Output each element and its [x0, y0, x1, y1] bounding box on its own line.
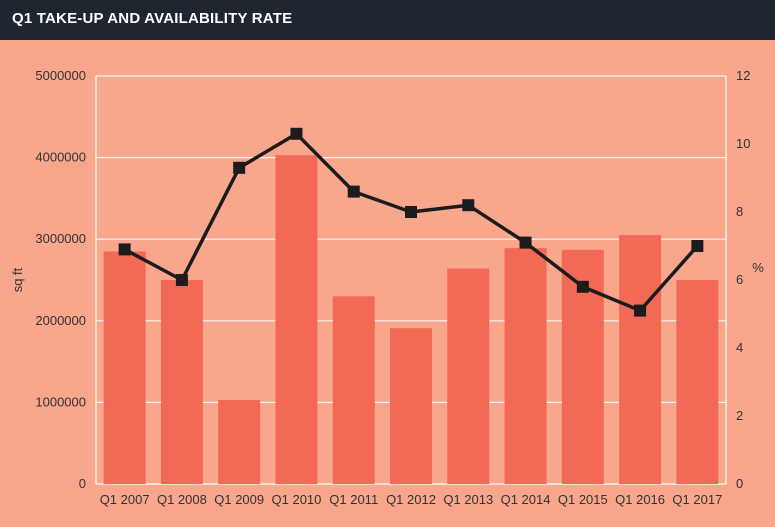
x-tick-label: Q1 2015 [558, 492, 608, 507]
x-tick-label: Q1 2013 [443, 492, 493, 507]
y-tick-label: 4000000 [35, 150, 86, 165]
x-tick-label: Q1 2017 [672, 492, 722, 507]
bar [504, 248, 547, 484]
line-marker [576, 280, 589, 293]
y2-tick-label: 10 [736, 136, 750, 151]
line-marker [405, 206, 417, 218]
y2-tick-label: 4 [736, 340, 743, 355]
line-marker [233, 161, 246, 174]
line-marker [118, 243, 131, 256]
y-tick-label: 1000000 [35, 394, 86, 409]
bar [275, 155, 318, 485]
x-tick-label: Q1 2016 [615, 492, 665, 507]
x-tick-label: Q1 2011 [329, 492, 378, 507]
x-tick-label: Q1 2012 [386, 492, 436, 507]
y-tick-label: 0 [79, 476, 86, 491]
bar [676, 280, 719, 484]
line-marker [462, 199, 475, 212]
bar [390, 328, 432, 484]
line-marker [347, 185, 360, 198]
bar [160, 280, 203, 484]
bar [447, 268, 490, 484]
bar [218, 399, 261, 484]
chart-title: Q1 TAKE-UP AND AVAILABILITY RATE [12, 10, 293, 27]
bar [332, 296, 375, 484]
line-marker [290, 127, 303, 140]
y2-tick-label: 2 [736, 408, 743, 423]
x-tick-label: Q1 2008 [157, 492, 207, 507]
x-tick-label: Q1 2007 [100, 492, 150, 507]
y-axis-label: sq ft [10, 267, 25, 292]
x-tick-label: Q1 2009 [214, 492, 264, 507]
y-tick-label: 3000000 [35, 231, 86, 246]
line-marker [175, 274, 188, 286]
series-line [123, 132, 699, 313]
line-marker [634, 304, 647, 317]
y2-tick-label: 8 [736, 204, 743, 219]
x-tick-label: Q1 2010 [272, 492, 322, 507]
line-marker [519, 236, 532, 249]
bar [619, 235, 662, 484]
y-tick-label: 2000000 [35, 313, 86, 328]
y-tick-label: 5000000 [35, 68, 86, 83]
y2-tick-label: 12 [736, 68, 750, 83]
y2-axis-label: % [752, 260, 764, 275]
y2-tick-label: 6 [736, 272, 743, 287]
bar [103, 251, 146, 484]
y2-tick-label: 0 [736, 476, 743, 491]
chart-header: Q1 TAKE-UP AND AVAILABILITY RATE [0, 0, 775, 40]
x-tick-label: Q1 2014 [501, 492, 551, 507]
line-marker [691, 240, 704, 252]
